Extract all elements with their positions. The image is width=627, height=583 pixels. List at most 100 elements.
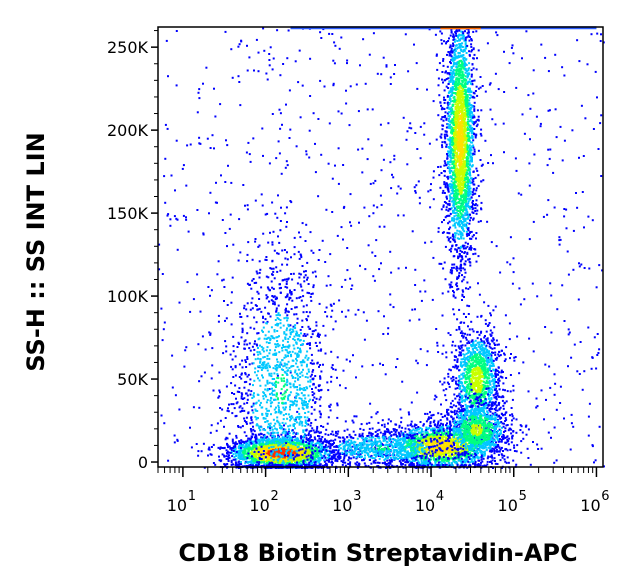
- event-dot: [300, 387, 303, 390]
- event-dot: [262, 459, 264, 462]
- event-dot: [602, 41, 605, 44]
- event-dot: [295, 442, 298, 444]
- event-dot: [288, 437, 291, 440]
- event-dot: [350, 288, 353, 290]
- event-dot: [241, 409, 244, 412]
- event-dot: [341, 310, 343, 313]
- event-dot: [300, 392, 303, 395]
- event-dot: [276, 297, 278, 300]
- event-dot: [297, 355, 300, 358]
- event-dot: [280, 377, 283, 380]
- event-dot: [302, 305, 305, 308]
- event-dot: [311, 292, 314, 295]
- event-dot: [287, 448, 290, 451]
- event-dot: [320, 388, 323, 391]
- event-dot: [527, 94, 530, 97]
- event-dot: [265, 275, 268, 278]
- event-dot: [285, 349, 288, 352]
- event-dot: [271, 441, 274, 444]
- event-dot: [260, 439, 263, 441]
- event-dot: [417, 180, 420, 183]
- event-dot: [307, 394, 310, 397]
- event-dot: [495, 441, 497, 444]
- event-dot: [514, 157, 517, 160]
- event-dot: [591, 445, 594, 448]
- event-dot: [283, 332, 286, 335]
- event-dot: [311, 391, 314, 394]
- event-dot: [257, 458, 260, 461]
- event-dot: [266, 431, 269, 434]
- event-dot: [274, 298, 277, 301]
- event-dot: [301, 406, 304, 409]
- event-dot: [273, 329, 276, 332]
- event-dot: [285, 440, 288, 443]
- event-dot: [262, 417, 265, 420]
- event-dot: [298, 384, 301, 387]
- event-dot: [266, 382, 269, 385]
- event-dot: [264, 318, 267, 321]
- event-dot: [257, 70, 260, 73]
- event-dot: [301, 265, 304, 267]
- event-dot: [265, 449, 268, 452]
- event-dot: [237, 75, 240, 78]
- event-dot: [529, 138, 531, 141]
- event-dot: [491, 118, 494, 121]
- event-dot: [263, 435, 266, 438]
- event-dot: [283, 380, 286, 383]
- event-dot: [296, 388, 299, 391]
- event-dot: [321, 436, 324, 438]
- event-dot: [175, 139, 178, 142]
- event-dot: [532, 441, 534, 443]
- event-dot: [275, 467, 277, 469]
- event-dot: [540, 43, 543, 46]
- event-dot: [293, 435, 296, 438]
- event-dot: [414, 284, 417, 286]
- event-dot: [257, 353, 260, 356]
- event-dot: [406, 424, 409, 427]
- event-dot: [426, 412, 429, 415]
- event-dot: [301, 374, 304, 377]
- event-dot: [276, 438, 279, 440]
- event-dot: [204, 348, 207, 351]
- event-dot: [327, 275, 330, 278]
- event-dot: [274, 323, 277, 326]
- event-dot: [288, 89, 291, 92]
- event-dot: [558, 236, 561, 239]
- event-dot: [295, 359, 298, 362]
- event-dot: [238, 387, 241, 390]
- event-dot: [555, 459, 558, 462]
- event-dot: [298, 49, 301, 52]
- event-dot: [232, 445, 235, 448]
- event-dot: [336, 402, 339, 405]
- event-dot: [306, 376, 309, 379]
- event-dot: [248, 455, 251, 458]
- event-dot: [252, 445, 255, 448]
- event-dot: [416, 87, 419, 90]
- event-dot: [247, 411, 250, 414]
- event-dot: [271, 68, 274, 71]
- event-dot: [251, 258, 254, 261]
- event-dot: [269, 405, 272, 408]
- event-dot: [310, 406, 313, 409]
- event-dot: [311, 271, 314, 274]
- event-dot: [441, 457, 444, 460]
- event-dot: [261, 127, 264, 130]
- event-dot: [305, 444, 308, 447]
- event-dot: [294, 418, 297, 421]
- event-dot: [559, 238, 562, 241]
- event-dot: [289, 324, 292, 327]
- event-dot: [293, 236, 296, 239]
- event-dot: [281, 457, 283, 460]
- event-dot: [176, 218, 179, 221]
- event-dot: [241, 331, 244, 334]
- event-dot: [429, 411, 431, 414]
- event-dot: [430, 183, 432, 186]
- event-dot: [257, 399, 260, 402]
- event-dot: [286, 466, 289, 469]
- event-dot: [444, 442, 447, 445]
- event-dot: [267, 330, 270, 333]
- event-dot: [322, 324, 325, 327]
- event-dot: [277, 421, 280, 424]
- event-dot: [275, 406, 277, 409]
- event-dot: [603, 465, 605, 468]
